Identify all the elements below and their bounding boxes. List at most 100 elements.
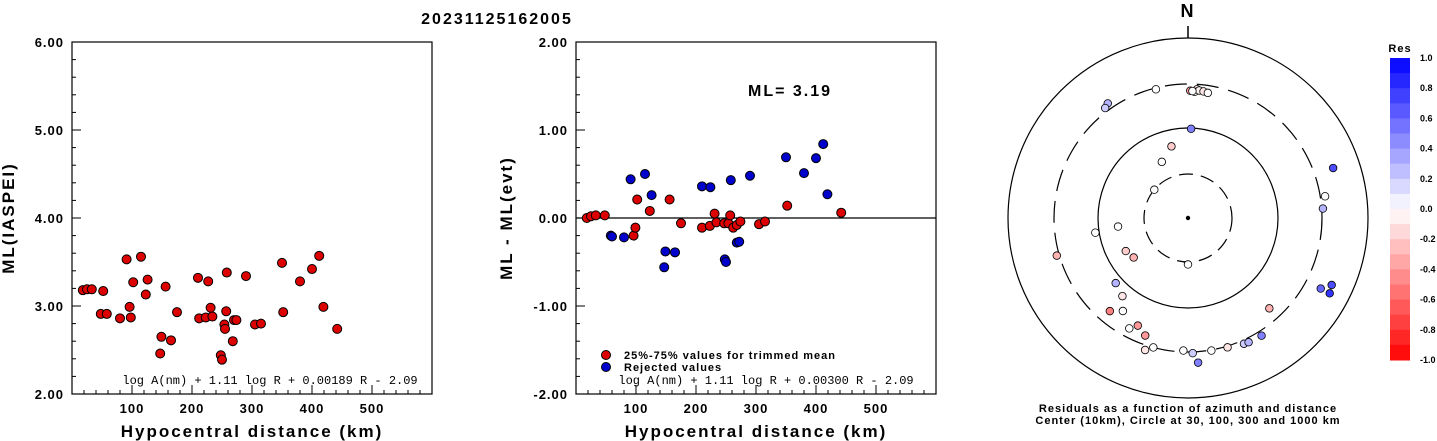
- y-tick-label: -2.00: [533, 387, 568, 402]
- north-label: N: [1181, 1, 1196, 21]
- station-residual-point: [1149, 343, 1158, 352]
- colorbar-cell: [1390, 224, 1410, 240]
- legend-red-marker: [601, 350, 611, 360]
- colorbar-label: 0.6: [1420, 113, 1433, 123]
- x-tick-label: 100: [120, 401, 145, 416]
- station-residual-point: [1186, 124, 1196, 134]
- station-residual-point: [1140, 345, 1150, 355]
- station-residual-point: [1100, 103, 1110, 113]
- data-point-blue: [625, 174, 636, 185]
- station-residual-point: [1207, 346, 1216, 355]
- data-point-red: [676, 218, 686, 229]
- center-dot: [1185, 215, 1191, 221]
- y-tick-label: 1.00: [539, 123, 568, 138]
- station-residual-point: [1327, 280, 1336, 290]
- colorbar-labels: 1.0 0.8 0.6 0.4 0.2 0.0 -0.2 -0.4 -0.6 -0.8 -1.0: [1420, 53, 1436, 365]
- y-tick-label: 3.00: [35, 299, 64, 314]
- data-point-blue: [781, 152, 791, 163]
- station-residual-point: [1183, 260, 1193, 269]
- station-residual-point: [1052, 251, 1062, 260]
- data-point: [166, 335, 176, 346]
- station-residual-point: [1193, 358, 1203, 367]
- ml-iaspei-x-axis-label: Hypocentral distance (km): [121, 422, 384, 441]
- station-residual-point: [1141, 331, 1150, 340]
- data-point-blue: [811, 153, 821, 164]
- x-tick-label: 100: [624, 401, 649, 416]
- data-point-red: [664, 194, 675, 205]
- data-point: [295, 276, 305, 287]
- data-point-blue: [822, 189, 833, 200]
- station-residual-point: [1203, 88, 1213, 98]
- colorbar-cell: [1390, 88, 1410, 104]
- colorbar-cell: [1390, 58, 1410, 74]
- colorbar-label: -0.2: [1420, 234, 1436, 244]
- colorbar-label: -0.6: [1420, 295, 1436, 305]
- legend-blue-label: Rejected values: [624, 362, 722, 374]
- colorbar-cell: [1390, 344, 1410, 361]
- data-point: [172, 307, 182, 318]
- data-point-blue: [660, 246, 671, 257]
- station-residual-point: [1318, 204, 1328, 213]
- data-point: [98, 286, 109, 297]
- data-point-blue: [659, 262, 670, 273]
- station-residual-point: [1111, 278, 1120, 288]
- colorbar-label: 0.0: [1420, 204, 1433, 214]
- colorbar-title: Res: [1388, 43, 1411, 55]
- station-residual-point: [1188, 86, 1197, 96]
- y-tick-label: 2.00: [35, 387, 64, 402]
- data-point-red: [735, 216, 746, 227]
- ml-residual-x-axis-label: Hypocentral distance (km): [625, 422, 888, 441]
- station-residual-point: [1167, 142, 1176, 151]
- x-tick-label: 400: [804, 401, 829, 416]
- data-point: [86, 284, 97, 295]
- data-point: [142, 274, 153, 285]
- legend-red-label: 25%-75% values for trimmed mean: [624, 350, 836, 362]
- data-point: [136, 251, 146, 262]
- polar-caption-line1: Residuals as a function of azimuth and d…: [1039, 403, 1337, 415]
- colorbar-cell: [1390, 178, 1410, 195]
- data-point: [124, 301, 135, 312]
- ml-iaspei-formula: log A(nm) + 1.11 log R + 0.00189 R - 2.0…: [122, 374, 417, 388]
- station-residual-point: [1320, 192, 1330, 201]
- data-point-red: [782, 200, 793, 211]
- data-point: [207, 311, 218, 322]
- x-tick-label: 200: [180, 401, 205, 416]
- data-point: [160, 281, 171, 292]
- data-point: [220, 323, 230, 334]
- station-residual-point: [1257, 331, 1266, 340]
- data-point: [193, 272, 203, 283]
- y-tick-label: -1.00: [533, 299, 568, 314]
- legend-blue-marker: [601, 362, 611, 372]
- data-point-blue: [640, 169, 650, 179]
- ml-residual-panel: 100 200 300 400 500 -2.00 -1.00 0.00 1.00 2.00 ML…: [497, 35, 937, 441]
- ml-residual-y-axis-label: ML - ML(evt): [497, 156, 516, 280]
- data-point-red: [709, 208, 720, 219]
- ml-residual-ticks: 100 200 300 400 500 -2.00 -1.00 0.00 1.00 2.00: [533, 35, 925, 416]
- ml-iaspei-plot-frame: [71, 41, 433, 395]
- ml-iaspei-ticks: 100 200 300 400 500 2.00 3.00 4.00 5.00 6.00: [35, 35, 421, 416]
- station-residual-point: [1151, 85, 1161, 94]
- data-point: [256, 318, 266, 329]
- data-point-blue: [721, 257, 731, 267]
- data-point-blue: [725, 175, 736, 186]
- azimuth-residual-panel: N Residuals as a function of azimuth and…: [1007, 1, 1369, 427]
- azimuth-residual-points: [1052, 85, 1338, 367]
- station-residual-point: [1121, 246, 1130, 256]
- data-point: [221, 306, 232, 317]
- data-point-blue: [745, 170, 755, 181]
- y-tick-label: 6.00: [35, 35, 64, 50]
- x-tick-label: 200: [684, 401, 709, 416]
- data-point-red: [630, 222, 641, 233]
- station-residual-point: [1129, 253, 1138, 262]
- colorbar-label: 1.0: [1420, 53, 1433, 63]
- station-residual-point: [1133, 321, 1143, 330]
- data-point: [314, 250, 325, 261]
- y-tick-label: 4.00: [35, 211, 64, 226]
- colorbar-label: 0.4: [1420, 144, 1433, 154]
- data-point: [217, 354, 227, 365]
- data-point-blue: [619, 232, 629, 243]
- colorbar-cell: [1390, 239, 1410, 255]
- station-residual-point: [1157, 157, 1167, 167]
- data-point: [203, 276, 214, 287]
- residual-colorbar: Res 1.0 0.8 0.6 0.4 0.2 0.0 -0.2 -0.4 -0.6 -0.8 -1…: [1388, 43, 1435, 365]
